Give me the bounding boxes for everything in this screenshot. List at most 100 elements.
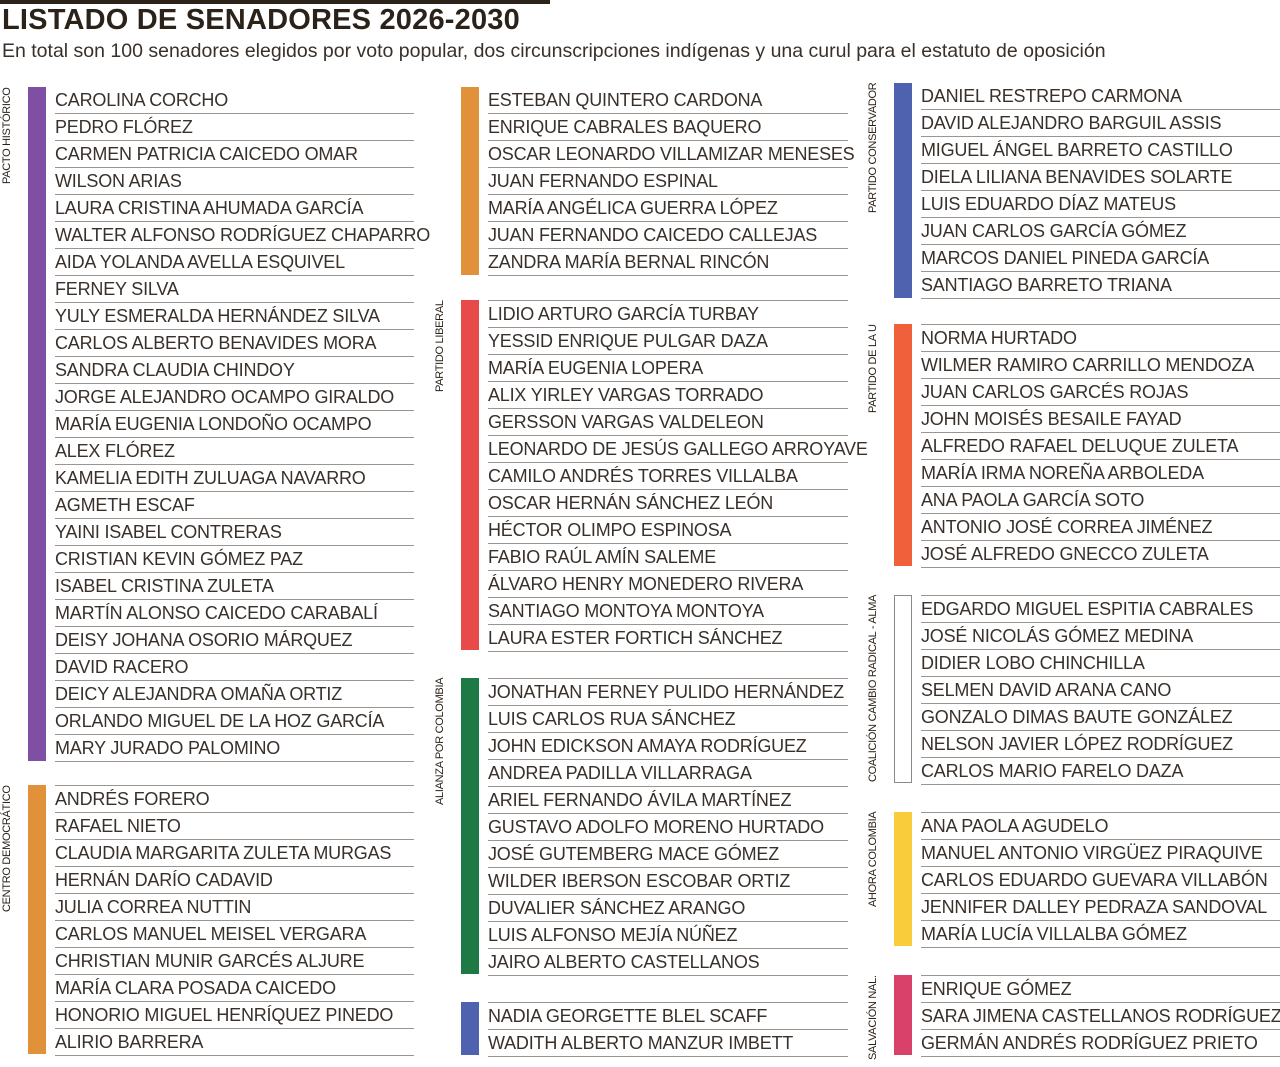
senator-name: CRISTIAN KEVIN GÓMEZ PAZ (55, 546, 414, 573)
senator-name: MARÍA LUCÍA VILLALBA GÓMEZ (921, 921, 1280, 948)
senator-name: LIDIO ARTURO GARCÍA TURBAY (488, 301, 848, 328)
senator-name: AGMETH ESCAF (55, 492, 414, 519)
senator-name: ÁLVARO HENRY MONEDERO RIVERA (488, 571, 848, 598)
senator-name: LUIS ALFONSO MEJÍA NÚÑEZ (488, 922, 848, 949)
senator-name: JOHN MOISÉS BESAILE FAYAD (921, 406, 1280, 433)
senator-name: EDGARDO MIGUEL ESPITIA CABRALES (921, 596, 1280, 623)
senator-name: DIELA LILIANA BENAVIDES SOLARTE (921, 164, 1280, 191)
senator-name: SANDRA CLAUDIA CHINDOY (55, 357, 414, 384)
party-color-bar (894, 595, 912, 783)
senator-name: OSCAR HERNÁN SÁNCHEZ LEÓN (488, 490, 848, 517)
party-label: PARTIDO DE LA U (867, 324, 879, 413)
senator-name: WILMER RAMIRO CARRILLO MENDOZA (921, 352, 1280, 379)
senator-name: JUAN CARLOS GARCÉS ROJAS (921, 379, 1280, 406)
senator-name: NADIA GEORGETTE BLEL SCAFF (488, 1003, 848, 1030)
senator-name: CARLOS MARIO FARELO DAZA (921, 758, 1280, 785)
party-label: PACTO HISTÓRICO (1, 87, 13, 184)
senator-name: JOSÉ ALFREDO GNECCO ZULETA (921, 541, 1280, 568)
senator-name: SELMEN DAVID ARANA CANO (921, 677, 1280, 704)
senator-name: WILDER IBERSON ESCOBAR ORTIZ (488, 868, 848, 895)
party-color-bar (894, 324, 912, 566)
senator-list: JONATHAN FERNEY PULIDO HERNÁNDEZ LUIS CAR… (488, 678, 848, 976)
senator-name: WILSON ARIAS (55, 168, 414, 195)
senator-name: MARCOS DANIEL PINEDA GARCÍA (921, 245, 1280, 272)
senator-name: YESSID ENRIQUE PULGAR DAZA (488, 328, 848, 355)
party-label: PARTIDO CONSERVADOR (867, 83, 879, 214)
senator-name: CARLOS MANUEL MEISEL VERGARA (55, 921, 414, 948)
senator-name: HÉCTOR OLIMPO ESPINOSA (488, 517, 848, 544)
senator-list: DANIEL RESTREPO CARMONA DAVID ALEJANDRO B… (921, 83, 1280, 299)
senator-name: WALTER ALFONSO RODRÍGUEZ CHAPARRO (55, 222, 430, 249)
senator-name: ORLANDO MIGUEL DE LA HOZ GARCÍA (55, 708, 414, 735)
senator-name: KAMELIA EDITH ZULUAGA NAVARRO (55, 465, 414, 492)
senator-list: NADIA GEORGETTE BLEL SCAFF WADITH ALBERTO… (488, 1002, 848, 1057)
senator-name: MARÍA CLARA POSADA CAICEDO (55, 975, 414, 1002)
senator-name: LEONARDO DE JESÚS GALLEGO ARROYAVE (488, 436, 868, 463)
senator-name: ALEX FLÓREZ (55, 438, 414, 465)
senator-name: ENRIQUE GÓMEZ (921, 976, 1280, 1003)
party-label: PARTIDO LIBERAL (434, 300, 446, 392)
senator-name: NORMA HURTADO (921, 325, 1280, 352)
senator-name: ENRIQUE CABRALES BAQUERO (488, 114, 848, 141)
party-color-bar (461, 300, 479, 650)
senator-name: JOSÉ GUTEMBERG MACE GÓMEZ (488, 841, 848, 868)
party-color-bar (894, 83, 912, 298)
senator-name: JUAN FERNANDO CAICEDO CALLEJAS (488, 222, 848, 249)
senator-name: ANA PAOLA AGUDELO (921, 813, 1280, 840)
senator-name: ANDREA PADILLA VILLARRAGA (488, 760, 848, 787)
senator-name: HONORIO MIGUEL HENRÍQUEZ PINEDO (55, 1002, 414, 1029)
senator-name: MARY JURADO PALOMINO (55, 735, 414, 762)
senator-name: RAFAEL NIETO (55, 813, 414, 840)
party-label: COALICIÓN CAMBIO RADICAL - ALMA (867, 595, 879, 783)
senator-name: AIDA YOLANDA AVELLA ESQUIVEL (55, 249, 414, 276)
party-label: SALVACIÓN NAL. (867, 975, 879, 1060)
senator-name: JUAN FERNANDO ESPINAL (488, 168, 848, 195)
senator-name: DUVALIER SÁNCHEZ ARANGO (488, 895, 848, 922)
senator-name: JORGE ALEJANDRO OCAMPO GIRALDO (55, 384, 414, 411)
senator-name: GERSSON VARGAS VALDELEON (488, 409, 848, 436)
senator-name: MARÍA EUGENIA LONDOÑO OCAMPO (55, 411, 414, 438)
senator-name: MARÍA ANGÉLICA GUERRA LÓPEZ (488, 195, 848, 222)
senator-name: JULIA CORREA NUTTIN (55, 894, 414, 921)
party-label: CENTRO DEMOCRÁTICO (1, 785, 13, 912)
party-color-bar (461, 678, 479, 974)
senator-name: JOHN EDICKSON AMAYA RODRÍGUEZ (488, 733, 848, 760)
senator-name: MARÍA EUGENIA LOPERA (488, 355, 848, 382)
senator-name: JONATHAN FERNEY PULIDO HERNÁNDEZ (488, 679, 848, 706)
senator-name: HERNÁN DARÍO CADAVID (55, 867, 414, 894)
party-color-bar (461, 87, 479, 275)
senator-name: JUAN CARLOS GARCÍA GÓMEZ (921, 218, 1280, 245)
senator-name: SANTIAGO BARRETO TRIANA (921, 272, 1280, 299)
senator-name: ANA PAOLA GARCÍA SOTO (921, 487, 1280, 514)
senator-name: ARIEL FERNANDO ÁVILA MARTÍNEZ (488, 787, 848, 814)
senator-name: CARLOS EDUARDO GUEVARA VILLABÓN (921, 867, 1280, 894)
senator-name: SARA JIMENA CASTELLANOS RODRÍGUEZ (921, 1003, 1280, 1030)
senator-name: ANTONIO JOSÉ CORREA JIMÉNEZ (921, 514, 1280, 541)
senator-name: OSCAR LEONARDO VILLAMIZAR MENESES (488, 141, 855, 168)
senator-name: PEDRO FLÓREZ (55, 114, 414, 141)
senator-name: JAIRO ALBERTO CASTELLANOS (488, 949, 848, 976)
senator-name: CAMILO ANDRÉS TORRES VILLALBA (488, 463, 848, 490)
senator-name: MIGUEL ÁNGEL BARRETO CASTILLO (921, 137, 1280, 164)
senator-name: YAINI ISABEL CONTRERAS (55, 519, 414, 546)
senator-name: ALIX YIRLEY VARGAS TORRADO (488, 382, 848, 409)
senator-name: JOSÉ NICOLÁS GÓMEZ MEDINA (921, 623, 1280, 650)
page-subtitle: En total son 100 senadores elegidos por … (2, 40, 1106, 62)
senator-list: ANDRÉS FORERO RAFAEL NIETO CLAUDIA MARGARI… (55, 785, 414, 1056)
senator-name: CARLOS ALBERTO BENAVIDES MORA (55, 330, 414, 357)
senator-name: GERMÁN ANDRÉS RODRÍGUEZ PRIETO (921, 1030, 1280, 1057)
party-color-bar (894, 812, 912, 946)
senator-name: WADITH ALBERTO MANZUR IMBETT (488, 1030, 848, 1057)
senator-name: CAROLINA CORCHO (55, 87, 414, 114)
senator-name: YULY ESMERALDA HERNÁNDEZ SILVA (55, 303, 414, 330)
party-color-bar (28, 87, 46, 761)
senator-list: EDGARDO MIGUEL ESPITIA CABRALES JOSÉ NICO… (921, 595, 1280, 785)
senator-name: CHRISTIAN MUNIR GARCÉS ALJURE (55, 948, 414, 975)
senator-name: DANIEL RESTREPO CARMONA (921, 83, 1280, 110)
party-label: AHORA COLOMBIA (867, 812, 879, 908)
senator-list: LIDIO ARTURO GARCÍA TURBAY YESSID ENRIQUE… (488, 300, 868, 652)
senator-name: MARÍA IRMA NOREÑA ARBOLEDA (921, 460, 1280, 487)
senator-name: NELSON JAVIER LÓPEZ RODRÍGUEZ (921, 731, 1280, 758)
senator-list: ANA PAOLA AGUDELO MANUEL ANTONIO VIRGÜEZ … (921, 812, 1280, 948)
party-color-bar (894, 975, 912, 1055)
